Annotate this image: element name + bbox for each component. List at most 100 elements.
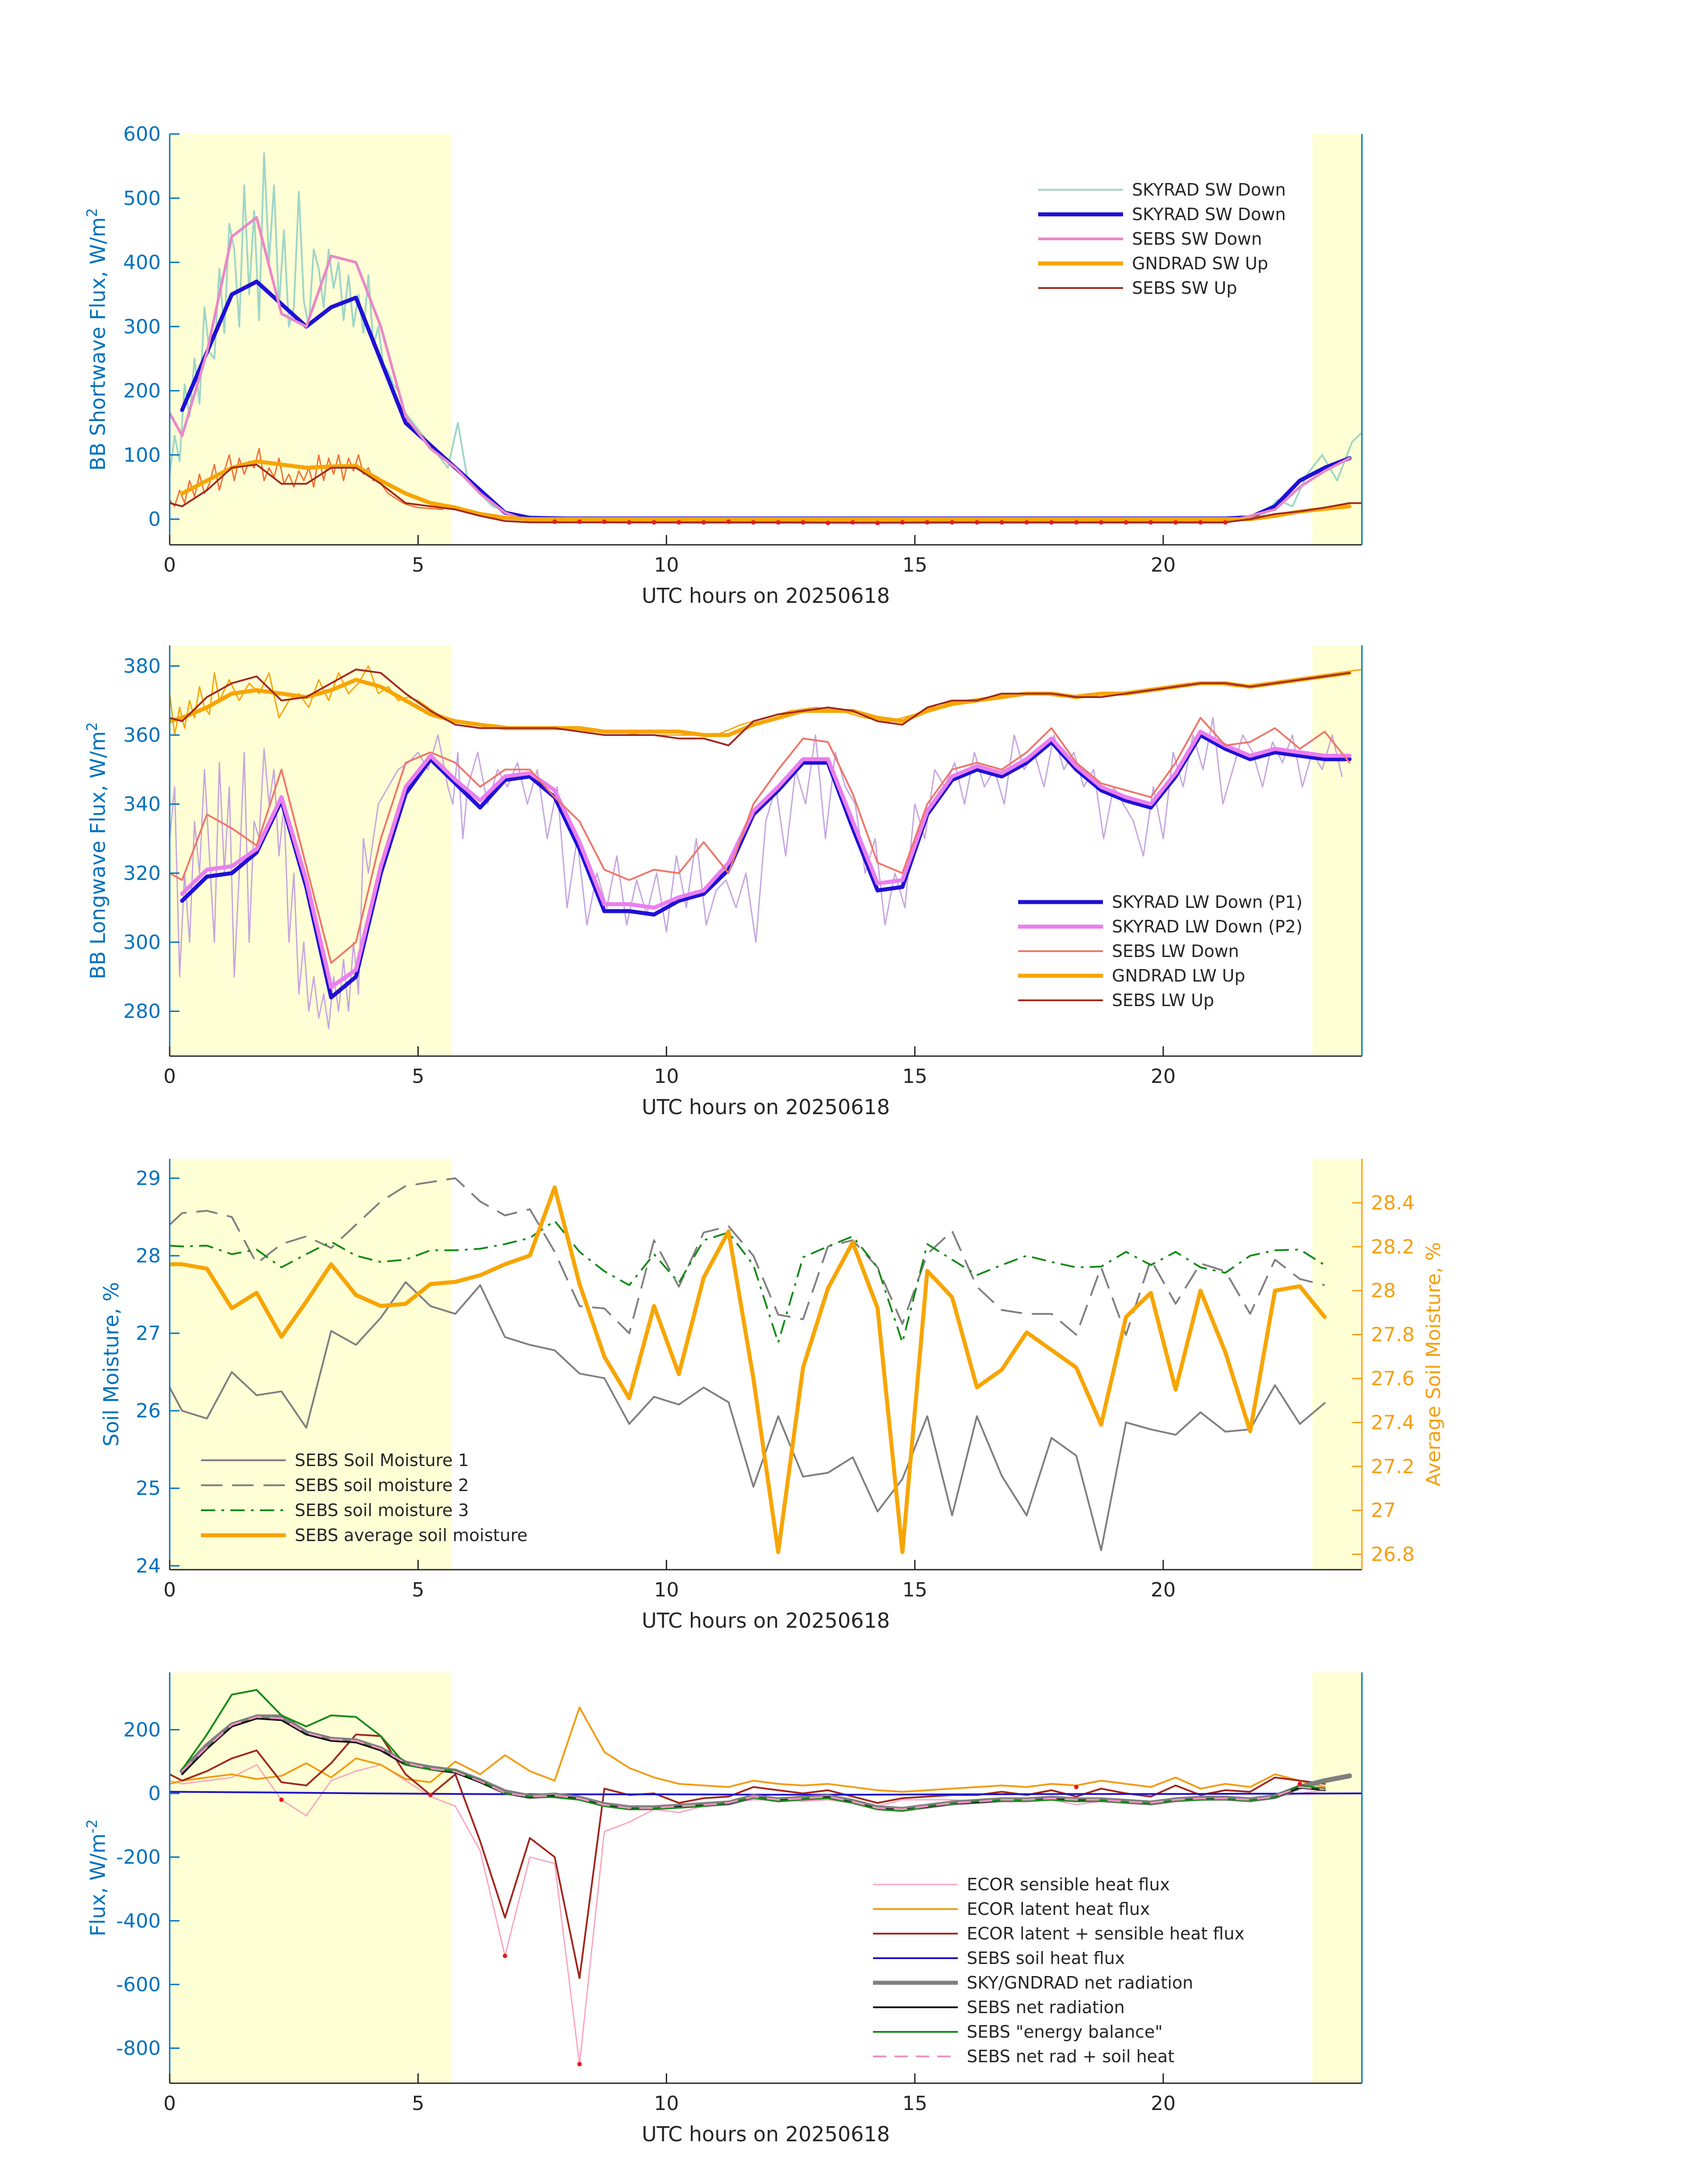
series-sebs-sw-up [170, 464, 1362, 523]
legend-label-3: GNDRAD SW Up [1132, 254, 1268, 273]
y-tick-label: 24 [136, 1554, 161, 1577]
y-tick-label: 280 [123, 1000, 161, 1023]
y-tick-label: 300 [123, 315, 161, 338]
right-tick-label: 28.4 [1371, 1191, 1415, 1214]
x-tick-label: 5 [412, 554, 424, 577]
data-marker [1024, 520, 1029, 525]
y-tick-label: 380 [123, 655, 161, 677]
series-gndrad-sw-up [180, 459, 1352, 521]
data-marker [651, 520, 656, 525]
y-tick-label: 200 [123, 1718, 161, 1741]
legend-label-0: ECOR sensible heat flux [967, 1875, 1170, 1894]
x-tick-label: 20 [1151, 2092, 1176, 2115]
right-axis-label: Average Soil Moisture, % [1422, 1242, 1445, 1486]
y-axis-label-superscript: 2 [84, 722, 100, 731]
data-marker [776, 520, 781, 525]
data-marker [1049, 520, 1054, 525]
y-tick-label: -600 [116, 1973, 161, 1996]
legend-label-7: SEBS net rad + soil heat [967, 2047, 1174, 2066]
night-shade-1 [1312, 1672, 1362, 2083]
legend-label-2: SEBS LW Down [1112, 941, 1239, 961]
y-tick-label: 200 [123, 380, 161, 402]
data-marker [1074, 1784, 1079, 1789]
x-axis-label: UTC hours on 20250618 [642, 584, 890, 608]
y-tick-label: -800 [116, 2037, 161, 2060]
data-marker [602, 519, 607, 524]
x-axis-label: UTC hours on 20250618 [642, 1609, 890, 1633]
data-marker [1148, 520, 1153, 525]
y-tick-label: 27 [136, 1322, 161, 1345]
legend-label-6: SEBS "energy balance" [967, 2022, 1163, 2042]
data-marker [577, 519, 582, 524]
series-sebs-average-soil-moisture [170, 1185, 1327, 1554]
x-tick-label: 15 [902, 1065, 927, 1088]
y-tick-label: 26 [136, 1400, 161, 1422]
data-marker [552, 519, 557, 524]
data-marker [974, 520, 979, 525]
data-marker [577, 2062, 582, 2067]
y-tick-label: -200 [116, 1846, 161, 1869]
night-shade-0 [170, 1159, 451, 1570]
x-tick-label: 0 [163, 2092, 176, 2115]
night-shade-1 [1312, 1159, 1362, 1570]
data-marker [1223, 520, 1228, 525]
y-tick-label: 300 [123, 931, 161, 954]
plot-area [170, 152, 1362, 526]
x-tick-label: 20 [1151, 554, 1176, 577]
y-axis-label-text: BB Longwave Flux, W/m [86, 731, 110, 979]
data-marker [1074, 520, 1079, 525]
y-axis-label-superscript: 2 [84, 208, 100, 217]
data-marker [726, 519, 731, 524]
x-tick-label: 15 [902, 2092, 927, 2115]
y-axis-label: BB Longwave Flux, W/m2 [84, 722, 110, 979]
data-marker [826, 521, 831, 526]
legend-label-1: SKYRAD SW Down [1132, 205, 1286, 224]
legend-label-0: SEBS Soil Moisture 1 [295, 1450, 469, 1470]
data-marker [627, 520, 632, 525]
data-marker [875, 521, 880, 526]
legend: SKYRAD LW Down (P1) SKYRAD LW Down (P2) SE… [1018, 892, 1303, 1010]
y-axis-label-superscript: -2 [84, 1819, 100, 1834]
x-axis-label: UTC hours on 20250618 [642, 2122, 890, 2146]
right-tick-label: 27.4 [1371, 1411, 1415, 1434]
y-axis-label: Flux, W/m-2 [84, 1819, 110, 1937]
right-tick-label: 28 [1371, 1279, 1396, 1302]
legend-label-4: SKY/GNDRAD net radiation [967, 1973, 1193, 1993]
y-tick-label: 320 [123, 862, 161, 885]
x-tick-label: 10 [654, 1579, 679, 1601]
y-tick-label: -400 [116, 1910, 161, 1932]
legend: ECOR sensible heat flux ECOR latent heat … [873, 1875, 1244, 2066]
right-tick-label: 27 [1371, 1499, 1396, 1522]
y-tick-label: 500 [123, 187, 161, 210]
data-marker [677, 520, 681, 525]
x-axis-label: UTC hours on 20250618 [642, 1095, 890, 1119]
y-tick-label: 340 [123, 793, 161, 816]
legend-label-3: SEBS soil heat flux [967, 1948, 1125, 1968]
data-marker [428, 1793, 433, 1797]
legend: SEBS Soil Moisture 1 SEBS soil moisture 2… [201, 1450, 527, 1545]
soil-moisture-panel: 0 5 10 15 20 24 25 26 27 28 29 26.8 27 27.2 27.4 27.6 27… [99, 1159, 1445, 1633]
y-tick-label: 100 [123, 444, 161, 467]
plot-area [170, 1689, 1362, 2067]
y-tick-label: 400 [123, 251, 161, 274]
series-sebs-net-rad-soil-heat [181, 1716, 1325, 1810]
y-axis-label-text: BB Shortwave Flux, W/m [86, 217, 110, 471]
x-tick-label: 0 [163, 1065, 176, 1088]
right-tick-label: 26.8 [1371, 1543, 1415, 1566]
data-marker [1123, 520, 1128, 525]
plot-area [170, 665, 1362, 1029]
right-tick-label: 28.2 [1371, 1236, 1415, 1258]
legend-label-3: GNDRAD LW Up [1112, 966, 1245, 986]
y-axis-label-text: Flux, W/m [86, 1834, 110, 1937]
x-tick-label: 10 [654, 2092, 679, 2115]
legend-label-1: ECOR latent heat flux [967, 1899, 1150, 1919]
data-marker [999, 520, 1004, 525]
legend-label-5: SEBS net radiation [967, 1997, 1125, 2017]
y-tick-label: 360 [123, 724, 161, 747]
x-tick-label: 5 [412, 2092, 424, 2115]
data-marker [950, 520, 955, 525]
longwave-flux-panel: 0 5 10 15 20 280 300 320 340 360 380 UTC hours on 2… [84, 645, 1363, 1119]
legend: SKYRAD SW Down SKYRAD SW Down SEBS SW Down… [1038, 180, 1286, 298]
data-marker [279, 1797, 284, 1802]
